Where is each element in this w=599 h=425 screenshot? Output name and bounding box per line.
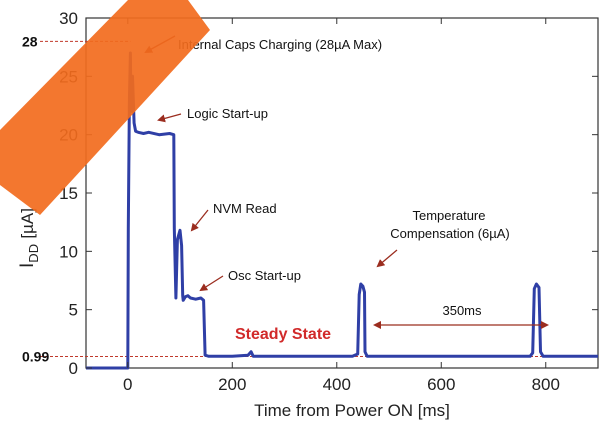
y-axis-label-main: I — [17, 263, 38, 268]
y-tick-label-10: 10 — [59, 242, 78, 261]
annotation-steady-state: Steady State — [235, 326, 331, 343]
y-tick-label-5: 5 — [69, 301, 78, 320]
arrow-osc-startup — [199, 275, 224, 292]
reference-label-0.99: 0.99 — [22, 348, 49, 364]
annotation-temperature: Temperature — [413, 208, 486, 223]
watermark-stripe — [0, 0, 210, 215]
x-axis-ticks: 0 200 400 600 800 — [123, 18, 560, 394]
svg-text:IDD [µA]: IDD [µA] — [17, 208, 41, 268]
annotation-nvm-read: NVM Read — [213, 201, 277, 216]
y-axis-label: IDD [µA] — [17, 208, 41, 268]
arrow-nvm-read — [190, 209, 209, 232]
arrow-temp-comp — [376, 249, 398, 268]
annotation-compensation: Compensation (6µA) — [390, 226, 510, 241]
x-tick-label-200: 200 — [218, 375, 246, 394]
x-tick-label-0: 0 — [123, 375, 132, 394]
annotation-arrows — [144, 35, 549, 329]
x-tick-label-400: 400 — [323, 375, 351, 394]
x-tick-label-800: 800 — [532, 375, 560, 394]
annotation-logic-startup: Logic Start-up — [187, 106, 268, 121]
arrow-logic-startup — [157, 113, 182, 123]
y-tick-label-0: 0 — [69, 359, 78, 378]
y-tick-label-30: 30 — [59, 9, 78, 28]
y-axis-label-unit: [µA] — [18, 208, 37, 239]
reference-label-28: 28 — [22, 33, 38, 49]
series-line-0 — [86, 51, 598, 370]
annotation-osc-startup: Osc Start-up — [228, 268, 301, 283]
series-layer — [86, 51, 598, 370]
y-axis-label-sub: DD — [26, 244, 41, 263]
annotation-350ms: 350ms — [442, 303, 482, 318]
x-axis-label: Time from Power ON [ms] — [254, 401, 450, 420]
x-tick-label-600: 600 — [427, 375, 455, 394]
annotation-internal-caps: Internal Caps Charging (28µA Max) — [178, 37, 382, 52]
